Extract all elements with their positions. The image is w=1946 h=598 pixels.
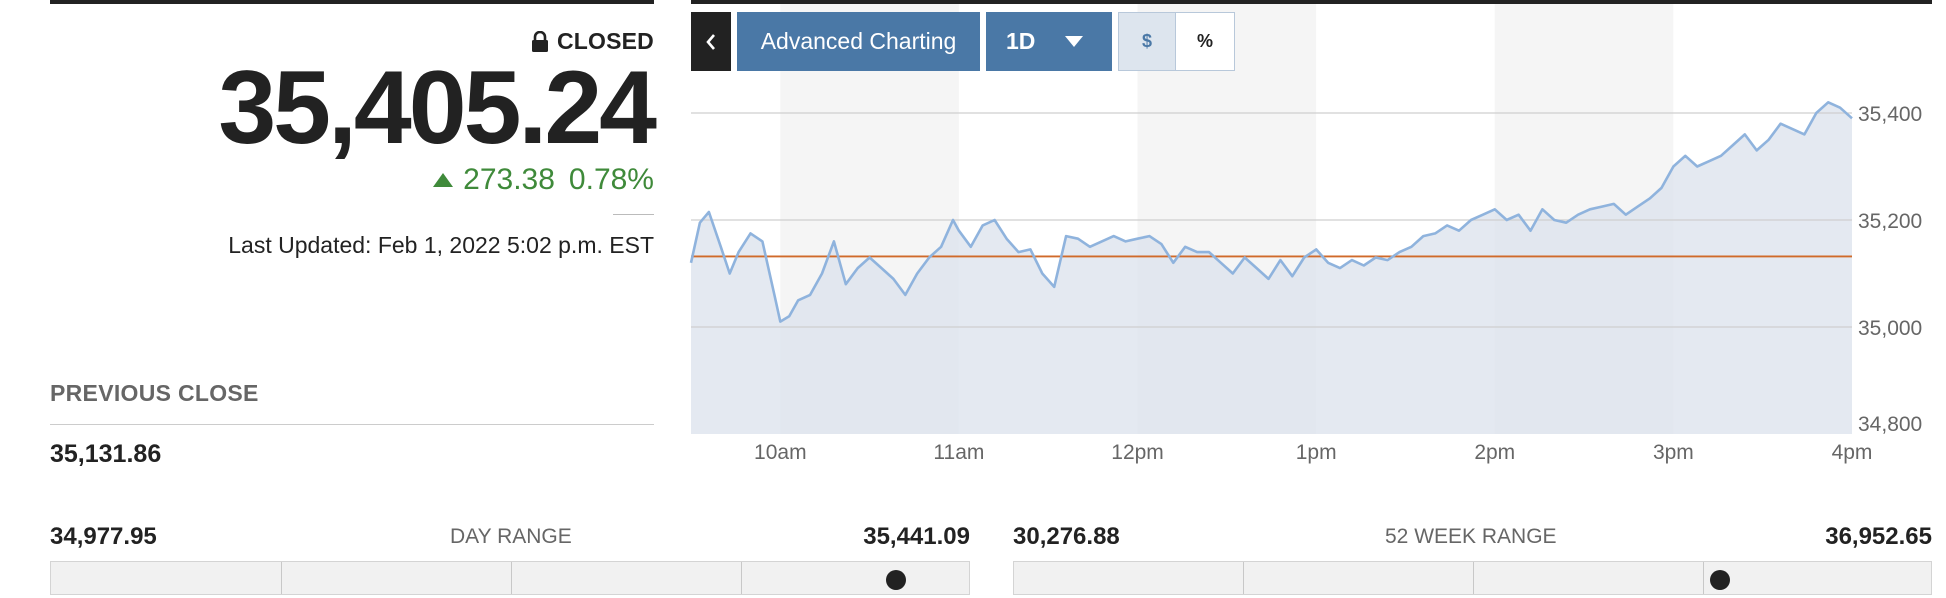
caret-down-icon <box>1065 36 1084 47</box>
week52-range-marker <box>1710 570 1731 590</box>
percent-toggle[interactable]: % <box>1176 12 1235 71</box>
x-tick-label: 11am <box>933 441 984 464</box>
x-tick-label: 3pm <box>1653 441 1694 464</box>
week52-range-low: 30,276.88 <box>1013 523 1120 550</box>
week52-range-high: 36,952.65 <box>1825 523 1932 550</box>
change-percent: 0.78% <box>568 163 654 196</box>
day-range-label: DAY RANGE <box>450 525 572 548</box>
y-tick-label: 34,800 <box>1858 413 1922 436</box>
divider <box>613 214 654 215</box>
last-price: 35,405.24 <box>218 50 657 166</box>
divider <box>50 424 654 425</box>
day-range-low: 34,977.95 <box>50 523 157 550</box>
range-tick <box>511 562 512 594</box>
range-tick <box>741 562 742 594</box>
dollar-toggle[interactable]: $ <box>1118 12 1176 71</box>
chart-back-button[interactable] <box>691 12 731 71</box>
change-points: 273.38 <box>463 163 555 196</box>
y-tick-label: 35,000 <box>1858 317 1922 340</box>
last-updated: Last Updated: Feb 1, 2022 5:02 p.m. EST <box>228 232 654 258</box>
range-tick <box>1703 562 1704 594</box>
y-tick-label: 35,400 <box>1858 103 1922 126</box>
range-tick <box>1243 562 1244 594</box>
price-change: 273.38 0.78% <box>433 163 654 197</box>
price-area <box>691 102 1852 435</box>
x-tick-label: 1pm <box>1296 441 1337 464</box>
advanced-charting-button[interactable]: Advanced Charting <box>737 12 980 71</box>
chevron-left-icon <box>706 33 715 50</box>
lock-icon <box>531 30 548 52</box>
week52-range-label: 52 WEEK RANGE <box>1385 525 1557 548</box>
x-tick-label: 2pm <box>1474 441 1515 464</box>
day-range-bar <box>50 561 970 595</box>
previous-close-label: PREVIOUS CLOSE <box>50 380 259 406</box>
day-range-marker <box>885 570 906 590</box>
market-status: CLOSED <box>531 28 654 55</box>
intraday-chart[interactable]: 35,400 35,200 35,000 34,800 10am 11am 12pm 1pm 2… <box>0 0 1946 470</box>
week52-range-bar <box>1013 561 1932 595</box>
top-rule <box>691 0 1932 4</box>
price-line <box>689 101 1853 323</box>
day-range-high: 35,441.09 <box>863 523 970 550</box>
top-rule <box>50 0 654 4</box>
market-status-label: CLOSED <box>556 28 654 54</box>
period-label: 1D <box>1006 28 1036 54</box>
period-dropdown[interactable]: 1D <box>986 12 1112 71</box>
range-tick <box>1473 562 1474 594</box>
range-tick <box>281 562 282 594</box>
x-tick-label: 10am <box>754 441 807 464</box>
x-tick-label: 12pm <box>1111 441 1164 464</box>
arrow-up-icon <box>433 173 454 187</box>
previous-close-value: 35,131.86 <box>50 440 162 468</box>
y-tick-label: 35,200 <box>1858 210 1922 233</box>
x-tick-label: 4pm <box>1832 441 1873 464</box>
